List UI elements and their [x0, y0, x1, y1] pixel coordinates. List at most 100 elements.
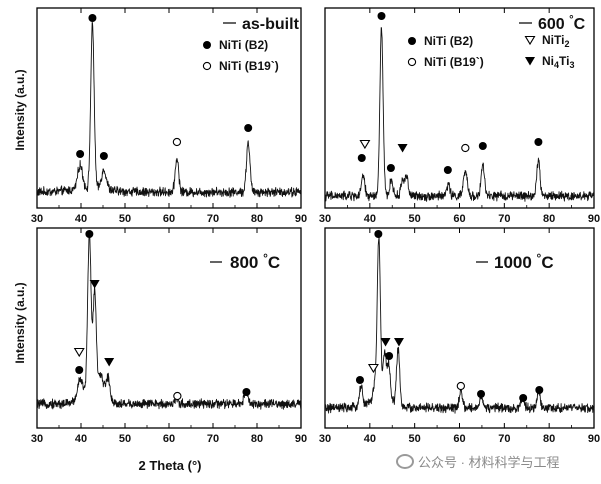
phase-marker-filled-circle: [76, 150, 85, 158]
x-tick-label: 70: [498, 213, 510, 225]
phase-marker-filled-circle: [99, 152, 108, 160]
phase-marker-filled-triangle-down: [380, 338, 391, 347]
phase-subscript: 4: [554, 60, 559, 70]
phase-marker-open-triangle-down: [359, 139, 371, 150]
phase-marker-filled-circle: [355, 376, 364, 384]
phase-name: NiTi: [542, 33, 564, 47]
legend-temperature: 600: [538, 16, 569, 33]
legend-unit: C: [541, 253, 553, 272]
panel-top-left: 30 40 50 60 70 80 90 as-built NiTi (B2) NiTi (B19…: [31, 7, 307, 225]
phase-marker-filled-circle: [377, 12, 386, 20]
x-tick-label: 30: [31, 213, 43, 225]
phase-legend-label: NiTi (B19`): [219, 59, 279, 73]
phase-name: NiTi (B2): [219, 38, 268, 52]
x-tick-label: 40: [364, 213, 376, 225]
legend-label: as-built: [242, 16, 300, 33]
phase-marker-filled-circle: [443, 166, 452, 174]
phase-subscript: 2: [564, 39, 569, 49]
legend-temperature: 800: [230, 253, 263, 272]
watermark-text: 公众号 · 材料科学与工程: [418, 455, 560, 470]
legend-temperature: 1000: [494, 253, 537, 272]
phase-marker-filled-triangle-down: [89, 280, 100, 289]
phase-marker-filled-triangle-down: [393, 338, 404, 347]
phase-marker-filled-circle: [85, 230, 94, 238]
phase-legend-label: NiTi (B2): [219, 38, 268, 52]
x-tick-label: 50: [409, 213, 421, 225]
x-tick-label: 60: [453, 213, 465, 225]
xrd-trace: [36, 22, 302, 198]
x-tick-label: 50: [119, 213, 131, 225]
legend-unit: C: [574, 16, 586, 33]
x-tick-label: 50: [409, 433, 421, 445]
x-tick-label: 40: [364, 433, 376, 445]
phase-marker-open-circle: [173, 391, 182, 401]
phase-marker-filled-circle: [244, 124, 253, 132]
x-tick-label: 80: [251, 433, 263, 445]
phase-marker-filled-circle: [385, 352, 394, 360]
x-tick-label: 80: [543, 433, 555, 445]
x-tick-label: 40: [75, 213, 87, 225]
phase-marker-open-circle: [461, 143, 470, 153]
phase-marker-filled-circle: [477, 390, 486, 398]
phase-marker-filled-circle: [75, 366, 84, 374]
phase-legend-symbol: [203, 41, 211, 49]
x-tick-label: 60: [453, 433, 465, 445]
phase-marker-filled-triangle-down: [104, 358, 115, 367]
phase-legend-symbol: [525, 57, 535, 66]
phase-name: NiTi (B19`): [424, 55, 484, 69]
x-tick-label: 70: [498, 433, 510, 445]
phase-name: Ni: [542, 54, 554, 68]
phase-legend-label: NiTi (B19`): [424, 55, 484, 69]
xlabel: 2 Theta (°): [138, 458, 202, 473]
x-tick-label: 40: [75, 433, 87, 445]
xrd-trace: [324, 237, 595, 414]
panel-bottom-right: 30 40 50 60 70 80 90 1000 °C: [319, 227, 600, 445]
x-tick-label: 70: [207, 433, 219, 445]
phase-legend-symbol: [524, 35, 536, 46]
phase-marker-open-triangle-down: [367, 363, 379, 374]
phase-name: Ti: [559, 54, 569, 68]
xrd-trace: [324, 27, 595, 202]
phase-legend-label: NiTi2: [542, 33, 569, 49]
phase-marker-filled-circle: [386, 164, 395, 172]
phase-legend-label: Ni4Ti3: [542, 54, 574, 70]
legend-degree: °: [263, 251, 268, 265]
phase-subscript: 3: [569, 60, 574, 70]
x-tick-label: 80: [251, 213, 263, 225]
x-tick-label: 90: [588, 213, 600, 225]
legend-degree: °: [569, 14, 573, 26]
phase-legend-symbol: [202, 61, 212, 71]
phase-marker-open-circle: [172, 137, 182, 147]
phase-marker-filled-circle: [242, 388, 251, 396]
panel-bottom-left: 30 40 50 60 70 80 90 800 °C: [31, 227, 307, 445]
phase-marker-filled-circle: [534, 138, 543, 146]
x-tick-label: 70: [207, 213, 219, 225]
phase-marker-filled-circle: [478, 142, 487, 150]
wechat-icon: [396, 454, 414, 469]
phase-legend-label: NiTi (B2): [424, 34, 473, 48]
panel-top-right: 30 40 50 60 70 80 90 600 °C NiTi (B2) NiTi (B19`)…: [319, 7, 600, 225]
x-tick-label: 90: [295, 213, 307, 225]
phase-legend-symbol: [407, 57, 417, 67]
phase-marker-open-circle: [456, 381, 465, 391]
legend-label: 1000 °C: [494, 251, 554, 272]
phase-marker-filled-circle: [88, 14, 97, 22]
x-tick-label: 80: [543, 213, 555, 225]
xrd-trace: [36, 231, 302, 410]
phase-marker-filled-circle: [519, 394, 528, 402]
x-tick-label: 60: [163, 433, 175, 445]
phase-marker-filled-circle: [357, 154, 366, 162]
phase-marker-open-triangle-down: [73, 347, 85, 358]
legend-unit: C: [268, 253, 280, 272]
watermark: 公众号 · 材料科学与工程: [396, 452, 560, 471]
legend-label: 800 °C: [230, 251, 280, 272]
x-tick-label: 50: [119, 433, 131, 445]
phase-name: NiTi (B2): [424, 34, 473, 48]
x-tick-label: 30: [319, 213, 331, 225]
legend-degree: °: [537, 251, 542, 265]
phase-name: NiTi (B19`): [219, 59, 279, 73]
x-tick-label: 30: [319, 433, 331, 445]
phase-legend-symbol: [408, 37, 416, 45]
x-tick-label: 90: [588, 433, 600, 445]
